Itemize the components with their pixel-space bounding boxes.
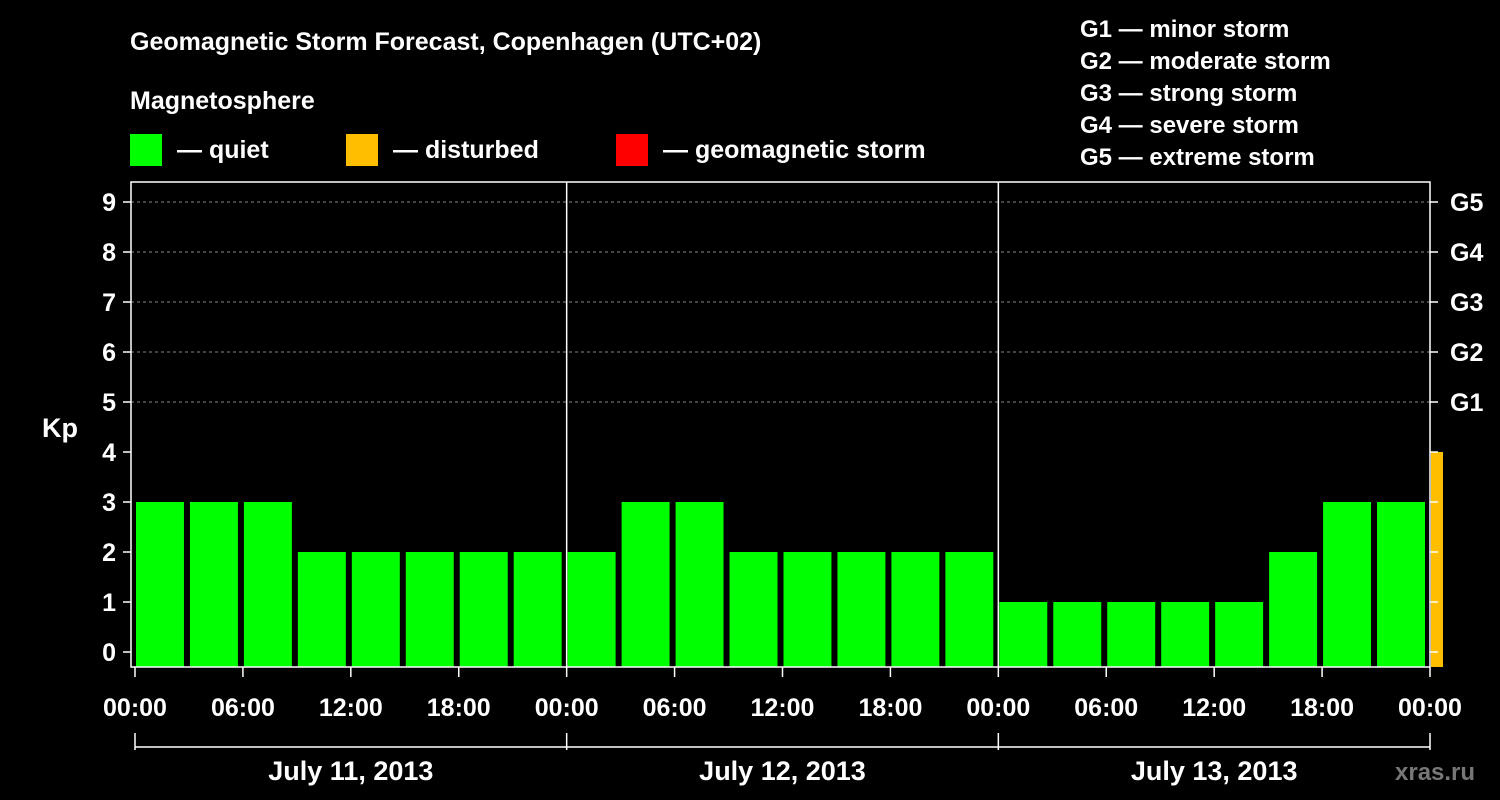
watermark: xras.ru — [1395, 759, 1475, 786]
x-tick-label: 12:00 — [319, 694, 383, 722]
storm-level-ticks: G1 G2 G3 G4 G5 — [1450, 189, 1483, 417]
bar — [891, 552, 940, 667]
x-tick-label: 00:00 — [103, 694, 167, 722]
bar — [1053, 602, 1102, 667]
storm-level-label: G4 — [1450, 239, 1483, 267]
bar — [837, 552, 886, 667]
day-labels: July 11, 2013 July 12, 2013 July 13, 2013 — [134, 733, 1431, 786]
y-tick-label: 9 — [102, 189, 116, 217]
bar — [243, 502, 292, 667]
storm-level-label: G1 — [1450, 389, 1483, 417]
bar — [513, 552, 562, 667]
bar — [297, 552, 346, 667]
y-tick-label: 6 — [102, 339, 116, 367]
y-axis-label: Kp — [42, 413, 78, 443]
day-label: July 13, 2013 — [1131, 756, 1298, 786]
legend-title: Magnetosphere — [130, 87, 315, 115]
bar — [1377, 502, 1425, 667]
bar — [459, 552, 508, 667]
x-tick-label: 18:00 — [427, 694, 491, 722]
chart-title: Geomagnetic Storm Forecast, Copenhagen (… — [130, 28, 761, 56]
storm-level-label: G3 — [1450, 289, 1483, 317]
x-tick-label: 00:00 — [535, 694, 599, 722]
storm-level-label: G5 — [1450, 189, 1483, 217]
storm-scale-g3: G3 — strong storm — [1080, 80, 1297, 107]
y-tick-label: 0 — [102, 639, 116, 667]
day-label: July 11, 2013 — [268, 756, 433, 786]
storm-scale-g4: G4 — severe storm — [1080, 112, 1299, 139]
x-tick-label: 12:00 — [1182, 694, 1246, 722]
bar — [1107, 602, 1156, 667]
y-tick-label: 5 — [102, 389, 116, 417]
x-ticks: 00:00 06:00 12:00 18:00 00:00 06:00 12:00 18:00… — [103, 667, 1462, 722]
storm-level-label: G2 — [1450, 339, 1483, 367]
y-tick-label: 2 — [102, 539, 116, 567]
bar — [621, 502, 670, 667]
y-tick-label: 3 — [102, 489, 116, 517]
y-ticks: 0 1 2 3 4 5 6 7 8 9 — [102, 189, 1438, 667]
x-tick-label: 00:00 — [966, 694, 1030, 722]
x-tick-label: 06:00 — [211, 694, 275, 722]
legend-label-disturbed: — disturbed — [393, 136, 539, 164]
bar — [783, 552, 832, 667]
bar — [567, 552, 616, 667]
plot-frame — [130, 181, 1431, 668]
legend-label-quiet: — quiet — [177, 136, 269, 164]
bar-series — [136, 452, 1443, 667]
y-tick-label: 1 — [102, 589, 116, 617]
bar — [1161, 602, 1210, 667]
bar — [1269, 552, 1318, 667]
storm-scale-g2: G2 — moderate storm — [1080, 48, 1331, 75]
storm-scale-g5: G5 — extreme storm — [1080, 144, 1315, 171]
legend-label-storm: — geomagnetic storm — [663, 136, 926, 164]
bar — [351, 552, 400, 667]
legend-swatch-storm — [616, 134, 648, 166]
x-tick-label: 18:00 — [1290, 694, 1354, 722]
storm-scale-g1: G1 — minor storm — [1080, 16, 1289, 43]
x-tick-label: 18:00 — [858, 694, 922, 722]
bar — [999, 602, 1048, 667]
bar — [729, 552, 778, 667]
bar — [945, 552, 994, 667]
legend-swatch-disturbed — [346, 134, 378, 166]
bar — [189, 502, 238, 667]
y-tick-label: 8 — [102, 239, 116, 267]
storm-scale-legend: G1 — minor storm G2 — moderate storm G3 … — [1080, 16, 1331, 171]
legend: — quiet — disturbed — geomagnetic storm — [130, 134, 926, 166]
bar — [1431, 452, 1443, 667]
y-tick-label: 7 — [102, 289, 116, 317]
gridlines — [131, 201, 1430, 403]
bar — [1323, 502, 1372, 667]
bar — [1215, 602, 1264, 667]
y-tick-label: 4 — [102, 439, 116, 467]
x-tick-label: 12:00 — [751, 694, 815, 722]
legend-swatch-quiet — [130, 134, 162, 166]
day-label: July 12, 2013 — [699, 756, 866, 786]
axes — [130, 181, 1431, 668]
x-tick-label: 00:00 — [1398, 694, 1462, 722]
bar — [136, 502, 184, 667]
x-tick-label: 06:00 — [643, 694, 707, 722]
bar — [675, 502, 724, 667]
x-tick-label: 06:00 — [1074, 694, 1138, 722]
bar — [405, 552, 454, 667]
